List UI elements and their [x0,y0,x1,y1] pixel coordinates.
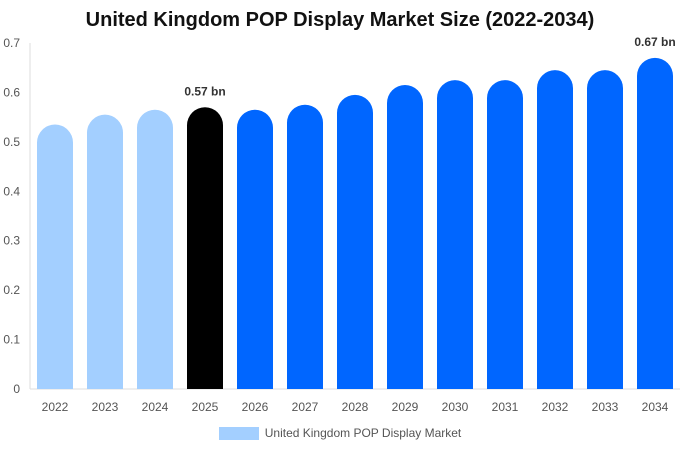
x-tick-label: 2026 [242,400,269,414]
y-tick-label: 0.7 [3,36,20,50]
y-tick-label: 0.6 [3,85,20,99]
x-tick-label: 2024 [142,400,169,414]
x-tick-label: 2034 [642,400,669,414]
x-tick-label: 2027 [292,400,319,414]
y-tick-label: 0.2 [3,283,20,297]
y-tick-label: 0 [13,382,20,396]
x-tick-label: 2031 [492,400,519,414]
y-tick-label: 0.4 [3,184,20,198]
data-label-2034: 0.67 bn [634,35,675,49]
bar-2023 [87,114,123,389]
bar-2031 [487,80,523,390]
bar-2025 [187,107,223,389]
y-tick-label: 0.1 [3,333,20,347]
x-tick-label: 2032 [542,400,569,414]
y-tick-label: 0.3 [3,234,20,248]
x-tick-label: 2023 [92,400,119,414]
legend-swatch [218,426,259,440]
bar-2027 [287,104,323,390]
bar-2034 [637,57,673,389]
legend: United Kingdom POP Display Market [0,426,680,440]
bar-2030 [437,80,473,390]
bar-2029 [387,85,423,389]
legend-label: United Kingdom POP Display Market [264,426,462,440]
bar-2024 [137,109,173,389]
bar-2032 [537,70,573,389]
data-label-2025: 0.57 bn [184,84,225,98]
bar-2033 [587,70,623,389]
bar-2022 [37,124,73,390]
x-tick-label: 2030 [442,400,469,414]
x-tick-label: 2029 [392,400,419,414]
x-tick-label: 2025 [192,400,219,414]
x-tick-label: 2022 [42,400,69,414]
x-tick-label: 2028 [342,400,369,414]
chart-title: United Kingdom POP Display Market Size (… [85,9,595,31]
bar-2026 [237,109,273,389]
y-tick-label: 0.5 [3,135,20,149]
x-tick-label: 2033 [592,400,619,414]
bar-2028 [337,94,373,389]
